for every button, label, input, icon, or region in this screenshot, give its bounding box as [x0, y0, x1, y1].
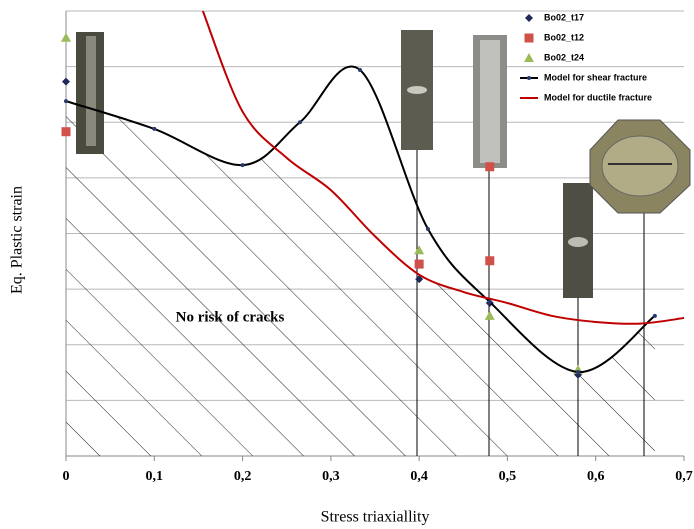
specimen-photo: [601, 135, 679, 197]
marker-triangle: [61, 32, 71, 42]
model-point: [240, 163, 245, 168]
plot-area: [61, 10, 685, 379]
marker-diamond: [62, 77, 70, 86]
specimen-photo: [568, 237, 588, 247]
legend-label: Bo02_t12: [544, 32, 584, 42]
x-tick-label: 0: [63, 469, 70, 484]
x-tick-label: 0,2: [234, 469, 252, 484]
marker-diamond: [525, 14, 533, 22]
model-point: [487, 299, 492, 304]
model-point: [576, 370, 581, 375]
x-tick-label: 0,4: [410, 469, 428, 484]
specimen-photo: [86, 36, 96, 146]
model-point: [152, 126, 157, 131]
legend-label: Model for ductile fracture: [544, 92, 652, 102]
specimen-photos: [76, 30, 691, 456]
model-point: [297, 120, 302, 125]
model-line: [65, 65, 656, 374]
legend-label: Bo02_t17: [544, 12, 584, 22]
legend: Bo02_t17 Bo02_t12 Bo02_t24 Model for shear …: [520, 12, 652, 102]
marker-square: [414, 259, 424, 269]
model-point: [652, 313, 657, 318]
x-tick-label: 0,6: [587, 469, 605, 484]
model-point: [357, 67, 362, 72]
marker-triangle: [524, 53, 534, 62]
x-tick-label: 0,1: [146, 469, 164, 484]
marker-triangle: [484, 310, 495, 320]
marker-square: [61, 127, 71, 137]
specimen-photo: [480, 40, 500, 163]
model-line: [201, 10, 685, 325]
x-tick-label: 0,7: [675, 469, 693, 484]
legend-label: Model for shear fracture: [544, 72, 647, 82]
y-axis-label: Eq. Plastic strain: [9, 186, 26, 294]
annotation: No risk of cracks: [176, 309, 285, 325]
marker-square: [485, 162, 495, 172]
marker-diamond: [415, 275, 424, 284]
legend-swatch: [527, 76, 531, 80]
specimen-photo: [407, 86, 427, 94]
x-tick-label: 0,5: [499, 469, 517, 484]
x-tick-label: 0,3: [322, 469, 340, 484]
x-axis-label: Stress triaxiallity: [321, 509, 430, 526]
model-point: [425, 227, 430, 232]
model-point: [64, 99, 68, 104]
legend-label: Bo02_t24: [544, 52, 584, 62]
marker-square: [524, 33, 534, 43]
marker-square: [485, 256, 495, 266]
marker-triangle: [414, 245, 425, 255]
